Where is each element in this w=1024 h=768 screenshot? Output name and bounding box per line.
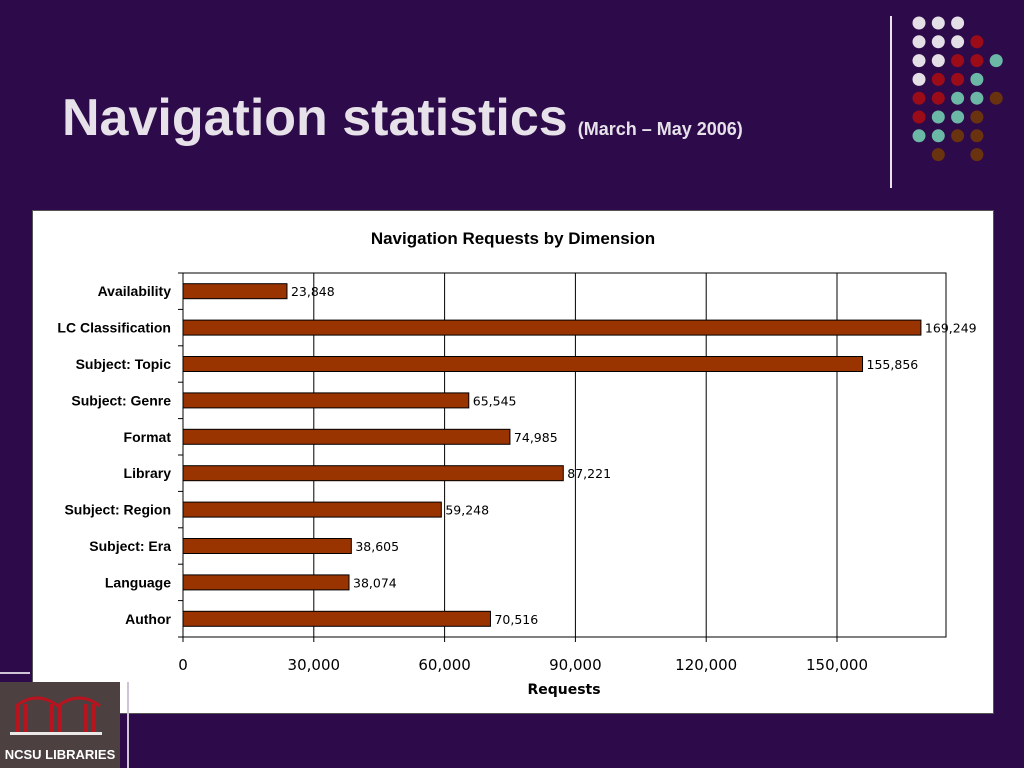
x-tick-label: 30,000: [288, 656, 341, 674]
decorative-dot-grid: [912, 16, 1003, 162]
bar: [182, 465, 564, 482]
library-building-icon: [10, 696, 102, 735]
bar: [182, 392, 470, 409]
category-label: Subject: Topic: [76, 356, 172, 372]
decorative-dot: [912, 16, 926, 30]
decorative-dot: [931, 148, 945, 162]
decorative-dot: [931, 129, 945, 143]
x-tick-label: 150,000: [806, 656, 868, 674]
decorative-dot: [970, 54, 984, 68]
data-label: 65,545: [473, 393, 517, 408]
decorative-dot: [912, 72, 926, 86]
decorative-dot: [970, 129, 984, 143]
decorative-dot: [970, 35, 984, 49]
data-label: 87,221: [567, 466, 611, 481]
data-label: 169,249: [925, 321, 977, 336]
data-label: 74,985: [514, 430, 558, 445]
category-label: Language: [105, 574, 171, 590]
bar: [182, 428, 511, 445]
category-label: Availability: [98, 283, 172, 299]
x-tick-label: 0: [178, 656, 188, 674]
decorative-dot: [970, 91, 984, 105]
slide-title-text: Navigation statistics: [62, 89, 568, 147]
chart-title: Navigation Requests by Dimension: [371, 229, 655, 248]
slide-subtitle: (March – May 2006): [577, 119, 743, 139]
decorative-dot: [912, 129, 926, 143]
category-label: LC Classification: [57, 320, 171, 336]
bar-chart: Navigation Requests by Dimension Request…: [57, 229, 977, 698]
bar: [182, 538, 352, 554]
decorative-divider: [890, 16, 892, 188]
decorative-dot: [912, 91, 926, 105]
x-tick-label: 60,000: [418, 656, 471, 674]
slide-title: Navigation statistics (March – May 2006): [62, 88, 743, 148]
data-label: 70,516: [494, 612, 538, 627]
category-label: Library: [124, 465, 172, 481]
category-label: Format: [124, 429, 172, 445]
decorative-dot: [931, 16, 945, 30]
decorative-dot: [951, 91, 965, 105]
decorative-dot: [931, 72, 945, 86]
category-label: Subject: Era: [89, 538, 171, 554]
bar: [182, 319, 922, 336]
decorative-dot: [989, 91, 1003, 105]
category-label: Author: [125, 611, 171, 627]
decorative-dot: [931, 54, 945, 68]
decorative-dot: [951, 35, 965, 49]
decorative-dot: [989, 54, 1003, 68]
decorative-dot: [970, 148, 984, 162]
category-label: Subject: Region: [64, 502, 171, 518]
logo-text: NCSU LIBRARIES: [4, 747, 116, 762]
ncsu-libraries-logo: NCSU LIBRARIES: [0, 682, 120, 768]
decorative-dot: [931, 91, 945, 105]
bar: [182, 283, 288, 300]
bar: [182, 574, 350, 591]
category-label: Subject: Genre: [71, 392, 171, 408]
decorative-dot: [951, 129, 965, 143]
data-label: 23,848: [291, 284, 335, 299]
decorative-dot: [931, 35, 945, 49]
decorative-dot: [931, 110, 945, 124]
decorative-dot: [951, 110, 965, 124]
bar: [182, 610, 491, 627]
decorative-divider-logo: [127, 682, 129, 768]
x-tick-label: 90,000: [549, 656, 602, 674]
decorative-dot: [970, 72, 984, 86]
decorative-dot: [970, 110, 984, 124]
x-axis-label: Requests: [527, 682, 600, 698]
data-label: 38,605: [355, 539, 399, 554]
decorative-dot: [951, 16, 965, 30]
decorative-dot: [951, 72, 965, 86]
decorative-divider-bottom: [0, 672, 30, 674]
decorative-dot: [951, 54, 965, 68]
x-tick-label: 120,000: [675, 656, 737, 674]
bar: [182, 356, 864, 372]
bar: [182, 501, 442, 518]
decorative-dot: [912, 110, 926, 124]
data-label: 38,074: [353, 575, 397, 590]
data-label: 59,248: [445, 503, 489, 518]
data-label: 155,856: [867, 357, 919, 372]
chart-panel: Navigation Requests by Dimension Request…: [32, 210, 994, 714]
decorative-dot: [912, 35, 926, 49]
decorative-dot: [912, 54, 926, 68]
